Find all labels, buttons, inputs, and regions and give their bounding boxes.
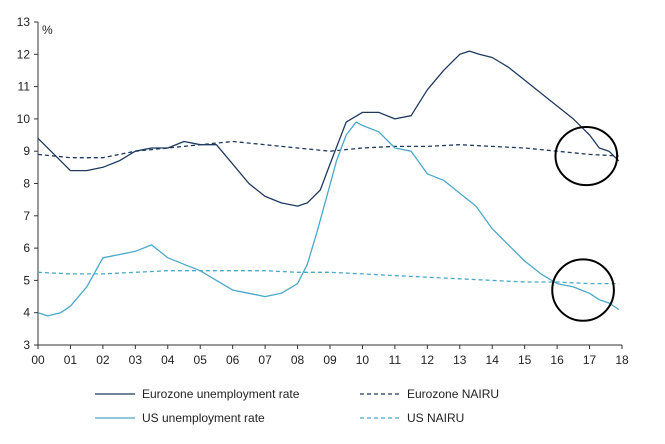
x-tick-label: 00	[31, 353, 45, 367]
x-tick-label: 04	[161, 353, 175, 367]
y-tick-label: 4	[23, 306, 30, 320]
x-tick-label: 11	[389, 353, 402, 367]
legend-label-1: Eurozone unemployment rate	[142, 387, 300, 401]
x-tick-label: 07	[258, 353, 272, 367]
x-tick-label: 02	[96, 353, 110, 367]
highlight-ellipse-1	[554, 125, 619, 187]
x-tick-label: 17	[583, 353, 597, 367]
x-tick-label: 15	[518, 353, 532, 367]
highlight-ellipse-2	[551, 258, 615, 322]
legend: Eurozone unemployment rate Eurozone NAIRU…	[95, 387, 499, 425]
y-axis-unit-label: %	[42, 23, 53, 37]
series-line-2	[37, 140, 619, 159]
y-tick-label: 10	[17, 112, 31, 126]
x-tick-label: 13	[453, 353, 467, 367]
x-tick-label: 12	[421, 353, 435, 367]
y-tick-label: 13	[17, 15, 31, 29]
x-tick-label: 16	[550, 353, 564, 367]
y-ticks: 3 4 5 6 7 8 9 10 11 12 13	[17, 15, 38, 352]
x-tick-label: 18	[615, 353, 629, 367]
x-tick-label: 01	[64, 353, 78, 367]
series-lines	[37, 50, 620, 317]
x-tick-label: 09	[323, 353, 337, 367]
legend-label-4: US NAIRU	[407, 411, 464, 425]
x-ticks: 00 01 02 03 04 05 06 07 08 09 10 11 12 13 14 15 16 17 18	[31, 345, 629, 367]
x-tick-label: 03	[129, 353, 143, 367]
y-tick-label: 9	[23, 144, 30, 158]
x-tick-label: 14	[486, 353, 500, 367]
x-tick-label: 10	[356, 353, 370, 367]
x-tick-label: 05	[194, 353, 208, 367]
y-tick-label: 5	[23, 273, 30, 287]
legend-label-2: Eurozone NAIRU	[407, 387, 499, 401]
legend-label-3: US unemployment rate	[142, 411, 265, 425]
series-line-4	[37, 270, 619, 285]
series-line-3	[37, 121, 620, 317]
y-tick-label: 6	[23, 241, 30, 255]
y-tick-label: 8	[23, 177, 30, 191]
x-tick-label: 06	[226, 353, 240, 367]
series-line-1	[37, 50, 620, 207]
y-tick-label: 3	[23, 338, 30, 352]
y-tick-label: 11	[18, 80, 31, 94]
annotations	[551, 125, 619, 322]
y-tick-label: 7	[23, 209, 30, 223]
y-tick-label: 12	[17, 47, 31, 61]
x-tick-label: 08	[291, 353, 305, 367]
